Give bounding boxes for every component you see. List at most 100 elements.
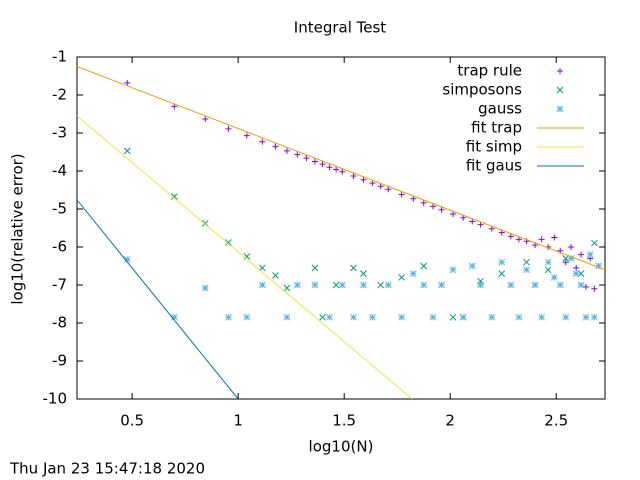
point <box>123 147 131 155</box>
point <box>283 313 291 321</box>
point <box>338 281 346 289</box>
point <box>582 283 589 290</box>
point <box>477 221 484 228</box>
point <box>449 313 457 321</box>
point <box>586 251 594 258</box>
point <box>498 270 506 277</box>
point <box>311 158 318 165</box>
y-tick-label: -8 <box>52 314 67 332</box>
point <box>339 168 346 175</box>
point <box>326 164 333 171</box>
point <box>398 274 405 281</box>
y-tick-label: -6 <box>52 238 67 256</box>
point <box>562 255 570 262</box>
point <box>515 313 523 321</box>
x-tick-label: 2 <box>445 412 455 430</box>
point <box>272 143 279 150</box>
point <box>568 244 575 250</box>
point <box>398 191 405 198</box>
point <box>591 285 598 292</box>
y-tick-label: -3 <box>52 124 67 142</box>
point <box>577 281 585 289</box>
point <box>377 281 385 289</box>
point <box>567 255 575 262</box>
point <box>420 262 428 270</box>
point <box>420 199 427 206</box>
y-tick-label: -10 <box>43 390 68 408</box>
y-tick-label: -5 <box>52 200 67 218</box>
point <box>459 313 467 321</box>
point <box>538 313 545 321</box>
point <box>531 281 539 289</box>
fit-line <box>77 66 605 271</box>
point <box>326 313 333 321</box>
point <box>319 313 326 321</box>
point <box>498 258 506 266</box>
point <box>488 225 495 232</box>
y-tick-label: -1 <box>52 48 67 66</box>
point <box>350 313 357 321</box>
legend-label: simposons <box>442 81 522 99</box>
point <box>477 281 484 289</box>
point <box>225 313 232 321</box>
legend-swatch <box>557 68 563 74</box>
point <box>377 183 384 190</box>
point <box>243 313 251 321</box>
point <box>360 176 367 183</box>
x-tick-label: 1.5 <box>332 412 356 430</box>
point <box>360 270 367 277</box>
point <box>283 147 290 154</box>
point <box>515 236 522 243</box>
point <box>556 281 564 289</box>
point <box>170 193 178 200</box>
point <box>562 313 570 321</box>
point <box>507 233 514 240</box>
point <box>258 281 266 289</box>
point <box>311 264 319 272</box>
point <box>202 115 209 122</box>
point <box>578 251 585 258</box>
legend-label: trap rule <box>457 62 522 80</box>
point <box>544 266 552 274</box>
y-tick-label: -4 <box>52 162 67 180</box>
point <box>507 281 515 289</box>
point <box>360 281 367 289</box>
point <box>551 234 558 241</box>
point <box>591 313 598 321</box>
y-tick-label: -7 <box>52 276 67 294</box>
legend-label: gauss <box>478 100 522 118</box>
point <box>460 214 467 221</box>
point <box>124 79 131 86</box>
point <box>449 266 457 274</box>
point <box>272 272 279 279</box>
point <box>369 180 376 187</box>
x-tick-label: 0.5 <box>120 412 144 430</box>
timestamp: Thu Jan 23 15:47:18 2020 <box>9 460 205 478</box>
point <box>409 270 417 277</box>
point <box>550 274 558 281</box>
point <box>430 203 437 210</box>
y-tick-label: -2 <box>52 86 67 104</box>
point <box>420 281 428 289</box>
point <box>350 264 357 272</box>
point <box>582 313 590 321</box>
point <box>369 313 376 321</box>
point <box>293 281 301 289</box>
point <box>225 239 232 246</box>
point <box>438 281 445 289</box>
point <box>572 270 580 277</box>
legend-label: fit simp <box>466 138 522 156</box>
y-axis-label: log10(relative error) <box>9 153 27 304</box>
point <box>577 270 585 277</box>
point <box>332 281 340 289</box>
fit-line <box>77 115 413 399</box>
point <box>523 258 530 266</box>
point <box>384 281 392 289</box>
point <box>488 313 496 321</box>
point <box>243 253 251 260</box>
point <box>469 218 476 225</box>
legend-label: fit gaus <box>466 157 522 175</box>
point <box>410 195 417 202</box>
point <box>350 172 357 179</box>
